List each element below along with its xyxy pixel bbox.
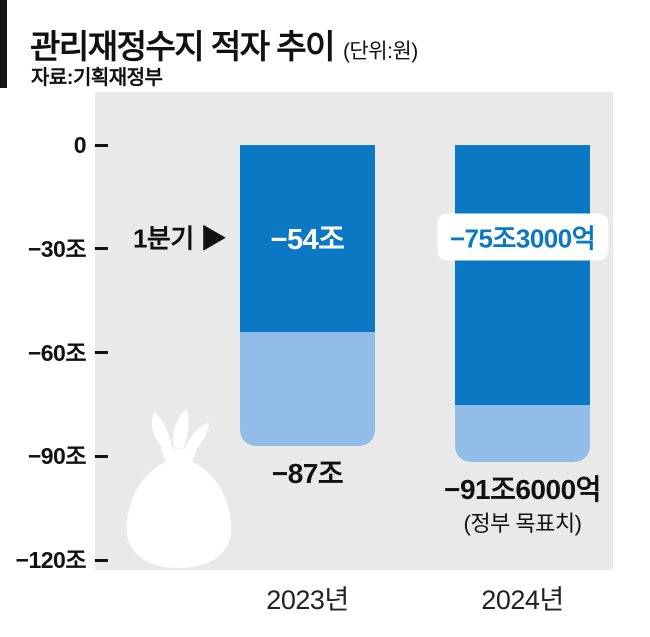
- q1-value-label: −54조: [270, 224, 345, 256]
- y-axis: 0 −30조 −60조 −90조 −120조: [0, 92, 95, 573]
- q1-value-label: −75조3000억: [436, 213, 609, 261]
- unit-label: (단위:원): [342, 40, 418, 63]
- title-accent-bar: [0, 0, 7, 88]
- target-note-label: (정부 목표치): [463, 510, 582, 536]
- x-axis: 2023년 2024년: [95, 572, 613, 622]
- y-tick-mark: [95, 558, 108, 562]
- y-tick-mark: [95, 247, 108, 251]
- y-tick-label: −120조: [15, 547, 87, 573]
- category-label: 2024년: [481, 585, 564, 615]
- y-tick-label: −30조: [27, 235, 87, 262]
- bar-q1-segment: [240, 145, 375, 332]
- source-label: 자료:기획재정부: [31, 67, 163, 89]
- annual-value-label: −91조6000억: [444, 473, 601, 505]
- page-title: 관리재정수지 적자 추이: [30, 28, 335, 65]
- y-tick-mark: [95, 454, 108, 458]
- bar-annual-segment: [455, 405, 590, 462]
- q1-marker-label: 1분기 ▶: [132, 223, 227, 254]
- bar-annual-segment: [240, 331, 375, 446]
- plot-area: −54조 −87조 −75조3000억 −91조6000억 1분기 ▶ (정부 목표치): [95, 92, 613, 570]
- header: 관리재정수지 적자 추이 (단위:원): [30, 20, 418, 68]
- bar-q1-segment: [455, 145, 590, 406]
- money-bag-icon: [126, 408, 232, 568]
- annual-value-label: −87조: [271, 457, 344, 489]
- y-tick-mark: [95, 351, 108, 354]
- y-tick-label: 0: [73, 132, 87, 158]
- y-tick-label: −60조: [27, 339, 87, 366]
- y-tick-mark: [95, 143, 108, 147]
- category-label: 2023년: [266, 585, 349, 615]
- y-tick-label: −90조: [27, 443, 87, 470]
